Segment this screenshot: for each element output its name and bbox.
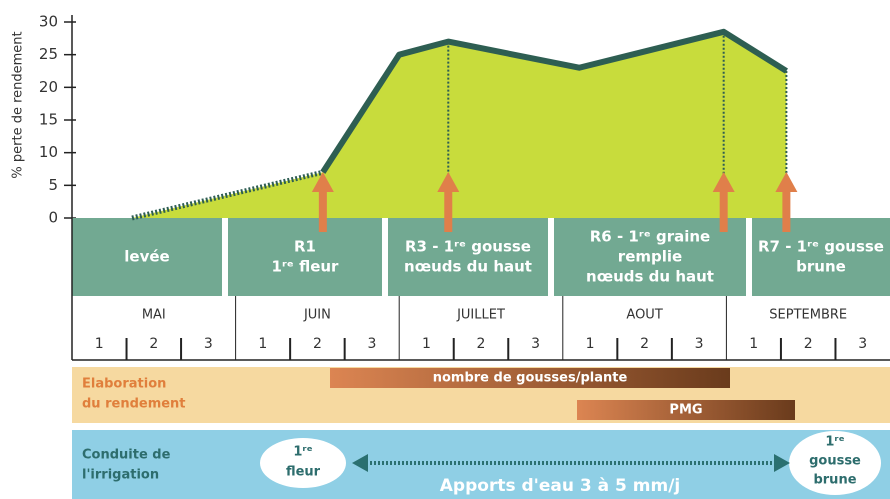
month-label: JUILLET [456, 308, 505, 323]
band-label: du rendement [82, 397, 186, 412]
arrow-head [712, 172, 735, 192]
decade-label: 2 [804, 336, 813, 352]
arrow-head [311, 172, 334, 192]
stage-box [228, 218, 382, 296]
y-tick-label: 10 [39, 143, 58, 161]
y-tick-label: 20 [39, 78, 58, 96]
arrow-head [775, 172, 798, 192]
phase-label: nombre de gousses/plante [433, 371, 628, 386]
loss-line [320, 28, 788, 174]
y-tick-label: 5 [48, 176, 58, 194]
arrow-shaft [444, 190, 453, 232]
stage-label: brune [796, 258, 846, 276]
y-tick-label: 30 [39, 13, 58, 31]
stage-label: levée [124, 248, 169, 266]
irrigation-note: Apports d'eau 3 à 5 mm/j [440, 476, 680, 496]
decade-label: 3 [531, 336, 540, 352]
y-tick-label: 15 [39, 111, 58, 129]
arrow-head [774, 454, 790, 472]
arrow-shaft [719, 190, 728, 232]
stage-label: R7 - 1ʳᵉ gousse [758, 238, 884, 256]
stage-label: R1 [294, 238, 316, 256]
decade-label: 3 [695, 336, 704, 352]
decade-label: 2 [313, 336, 322, 352]
stage-box [72, 218, 222, 296]
month-label: SEPTEMBRE [769, 308, 847, 323]
end-bubble [789, 431, 881, 495]
arrow-head [437, 172, 460, 192]
bubble-label: gousse [809, 454, 861, 469]
stage-label: R3 - 1ʳᵉ gousse [405, 238, 531, 256]
month-label: MAI [142, 308, 166, 323]
decade-label: 1 [95, 336, 104, 352]
bubble-label: 1ʳᵉ [825, 435, 844, 450]
decade-label: 1 [749, 336, 758, 352]
stage-label: remplie [618, 248, 682, 266]
stage-label: R6 - 1ʳᵉ graine [590, 228, 710, 246]
month-label: AOUT [626, 308, 662, 323]
calendar [72, 296, 890, 360]
phase-label: PMG [669, 403, 702, 418]
bubble-label: brune [813, 473, 856, 488]
y-tick-label: 0 [48, 209, 58, 227]
decade-label: 3 [858, 336, 867, 352]
decade-label: 3 [204, 336, 213, 352]
y-tick-label: 25 [39, 45, 58, 63]
band-label: Conduite de [82, 448, 171, 463]
arrow-head [352, 454, 368, 472]
band-label: l'irrigation [82, 468, 159, 483]
start-bubble [260, 438, 346, 488]
stage-box [554, 218, 746, 296]
decade-label: 1 [422, 336, 431, 352]
y-axis-label: % perte de rendement [11, 31, 26, 178]
bubble-label: 1ʳᵉ [293, 445, 312, 460]
area [131, 31, 787, 218]
bubble-label: fleur [286, 465, 321, 480]
stage-label: 1ʳᵉ fleur [272, 258, 340, 276]
month-label: JUIN [303, 308, 331, 323]
phase-bar [577, 400, 795, 420]
decade-label: 2 [477, 336, 486, 352]
arrow-shaft [318, 190, 327, 232]
decade-label: 2 [149, 336, 158, 352]
arrow-shaft [782, 190, 791, 232]
phase-bar [330, 368, 730, 388]
decade-label: 2 [640, 336, 649, 352]
decade-label: 3 [367, 336, 376, 352]
stage-label: nœuds du haut [404, 258, 532, 276]
stage-box [752, 218, 890, 296]
emergence-line [131, 169, 324, 221]
decade-label: 1 [258, 336, 267, 352]
stage-label: nœuds du haut [586, 268, 714, 286]
decade-label: 1 [586, 336, 595, 352]
band-label: Elaboration [82, 377, 166, 392]
stage-box [388, 218, 548, 296]
irrigation-band [72, 430, 890, 499]
